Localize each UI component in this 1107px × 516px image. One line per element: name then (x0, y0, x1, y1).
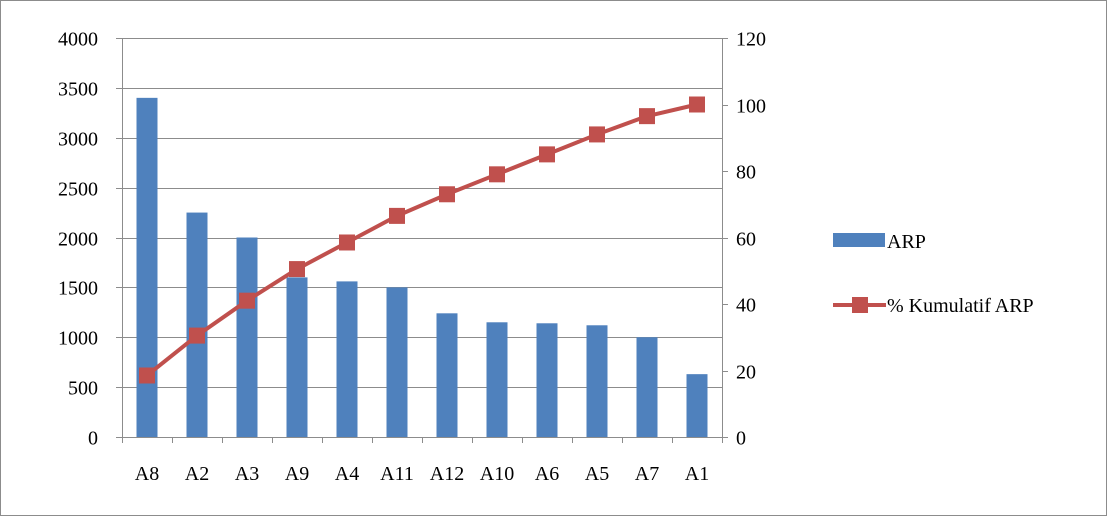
legend-swatch-bar (833, 233, 885, 247)
x-tick-label: A10 (480, 463, 514, 485)
bar-series (136, 97, 708, 437)
line-marker-A11 (389, 207, 405, 224)
y-left-tick-label: 4000 (58, 29, 98, 51)
line-marker-A12 (439, 186, 455, 203)
x-tick-label: A9 (285, 463, 309, 485)
line-marker-A4 (339, 234, 355, 251)
y-left-tick-label: 2000 (58, 229, 98, 251)
y-right-tick-label: 100 (736, 96, 766, 118)
legend-label-line: % Kumulatif ARP (887, 295, 1034, 317)
x-tick-label: A3 (235, 463, 259, 485)
x-tick-label: A1 (685, 463, 709, 485)
y-right-tick-label: 0 (736, 428, 746, 450)
y-left-tick-label: 500 (68, 378, 98, 400)
bar-A11 (386, 287, 408, 437)
x-tick-label: A6 (535, 463, 559, 485)
line-marker-A1 (689, 96, 705, 113)
x-tick-label: A7 (635, 463, 659, 485)
x-tick-label: A4 (335, 463, 359, 485)
bar-A10 (486, 322, 508, 437)
legend-label-bar: ARP (887, 231, 926, 253)
x-tick-label: A8 (135, 463, 159, 485)
y-left-tick-label: 3500 (58, 79, 98, 101)
line-marker-A8 (139, 367, 155, 384)
bar-A9 (286, 277, 308, 437)
x-tick-label: A12 (430, 463, 464, 485)
y-right-tick-labels: 0 20 40 60 80 100 120 (736, 29, 766, 450)
bar-A2 (186, 212, 208, 437)
bar-A4 (336, 281, 358, 437)
axes (116, 38, 728, 443)
bar-A12 (436, 313, 458, 437)
bar-A8 (136, 97, 158, 437)
line-path (145, 102, 698, 378)
x-tick-label: A5 (585, 463, 609, 485)
bar-A5 (586, 325, 608, 437)
line-marker-A10 (489, 166, 505, 183)
line-marker-A5 (589, 126, 605, 143)
bar-A3 (236, 237, 258, 437)
y-right-tick-label: 120 (736, 29, 766, 51)
gridlines (122, 38, 722, 388)
line-series (139, 96, 705, 384)
line-marker-A3 (239, 292, 255, 309)
line-marker-A2 (189, 327, 205, 344)
y-left-tick-label: 3000 (58, 129, 98, 151)
legend: ARP % Kumulatif ARP (833, 231, 1034, 317)
bar-A1 (686, 374, 708, 437)
line-marker-A7 (639, 108, 655, 125)
y-left-tick-label: 1500 (58, 278, 98, 300)
y-left-tick-label: 0 (88, 428, 98, 450)
y-left-tick-label: 1000 (58, 328, 98, 350)
bar-A7 (636, 337, 658, 437)
legend-swatch-marker (852, 297, 868, 313)
y-right-tick-label: 80 (736, 162, 756, 184)
line-marker-A9 (289, 261, 305, 278)
line-marker-A6 (539, 146, 555, 163)
y-right-tick-label: 60 (736, 229, 756, 251)
y-left-tick-label: 2500 (58, 179, 98, 201)
y-right-tick-label: 40 (736, 295, 756, 317)
x-tick-label: A2 (185, 463, 209, 485)
x-tick-label: A11 (380, 463, 414, 485)
x-tick-labels: A8 A2 A3 A9 A4 A11 A12 A10 A6 A5 A7 A1 (135, 463, 709, 485)
y-right-tick-label: 20 (736, 362, 756, 384)
y-left-tick-labels: 0 500 1000 1500 2000 2500 3000 3500 4000 (58, 29, 98, 450)
bar-A6 (536, 323, 558, 437)
